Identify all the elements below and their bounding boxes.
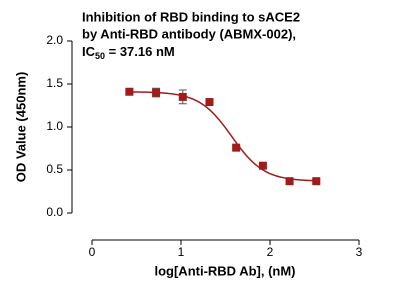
title-line: by Anti-RBD antibody (ABMX-002), bbox=[82, 26, 296, 41]
x-tick-label: 0 bbox=[89, 245, 96, 259]
point bbox=[285, 177, 294, 186]
x-tick-label: 3 bbox=[356, 245, 363, 259]
y-tick-label: 0.0 bbox=[46, 205, 63, 219]
ic50-line: IC50 = 37.16 nM bbox=[82, 44, 175, 61]
y-tick-label: 2.0 bbox=[46, 33, 63, 47]
title-line: Inhibition of RBD binding to sACE2 bbox=[82, 9, 300, 24]
point bbox=[232, 143, 241, 152]
x-tick-label: 1 bbox=[178, 245, 185, 259]
point bbox=[258, 161, 267, 170]
y-tick-label: 1.0 bbox=[46, 119, 63, 133]
ic-value: = 37.16 nM bbox=[105, 44, 175, 59]
y-tick-label: 0.5 bbox=[46, 162, 63, 176]
point bbox=[312, 177, 321, 186]
x-tick-label: 2 bbox=[267, 245, 274, 259]
fit-curve bbox=[129, 91, 317, 182]
ic-subscript: 50 bbox=[95, 51, 105, 61]
y-axis-label: OD Value (450nm) bbox=[13, 72, 28, 183]
x-axis-label: log[Anti-RBD Ab], (nM) bbox=[154, 263, 295, 278]
ic-prefix: IC bbox=[82, 44, 96, 59]
point bbox=[152, 88, 161, 97]
y-tick-label: 1.5 bbox=[46, 76, 63, 90]
point bbox=[205, 98, 214, 107]
point bbox=[125, 87, 134, 96]
point bbox=[178, 92, 187, 101]
